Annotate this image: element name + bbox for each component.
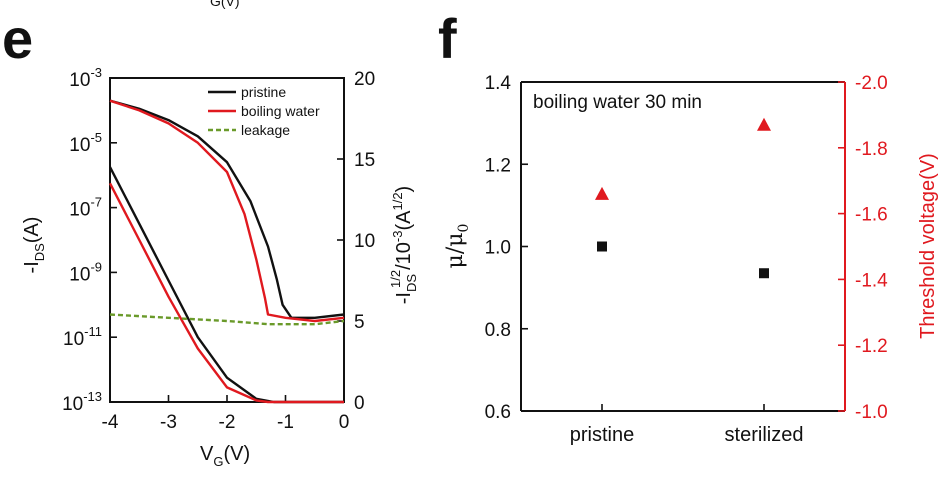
- f-y-left-tick-label: 1.4: [485, 73, 512, 94]
- panel-f-y-left-ticks: 1.4 1.2 1.0 0.8 0.6: [485, 73, 528, 423]
- f-x-tick-label: pristine: [570, 424, 634, 446]
- f-y-left-tick-label: 0.6: [485, 402, 511, 423]
- e-y-left-tick-label: 10-3: [69, 65, 102, 91]
- f-y-right-tick-label: -1.4: [855, 270, 888, 291]
- f-y-right-tick-label: -1.6: [855, 205, 888, 226]
- panel-e-x-ticks: -4 -3 -2 -1 0: [102, 395, 350, 433]
- panel-f: f boiling water 30 min pristine sterilize…: [438, 7, 939, 446]
- panel-e-y-right-ticks: 20 15 10 5 0: [337, 69, 375, 414]
- e-x-tick-label: -2: [219, 412, 236, 433]
- e-y-left-tick-label: 10-11: [63, 324, 102, 350]
- e-x-tick-label: -3: [160, 412, 177, 433]
- e-y-left-tick-label: 10-13: [62, 389, 102, 415]
- e-curve-leakage-left-log: [109, 313, 345, 326]
- e-curve-boiling-water-left-log: [109, 99, 345, 323]
- e-curve-pristine-left-log: [109, 99, 345, 319]
- f-mobility-point: [597, 241, 607, 252]
- legend-label-pristine: pristine: [241, 84, 286, 100]
- panel-e-x-label: VG(V): [200, 443, 250, 469]
- e-y-right-tick-label: 5: [354, 312, 365, 333]
- f-y-right-tick-label: -1.2: [855, 336, 888, 357]
- f-y-right-tick-label: -1.8: [855, 139, 888, 160]
- e-x-tick-label: -1: [277, 412, 294, 433]
- panel-e-letter: e: [2, 7, 33, 70]
- panel-e-curves: [108, 99, 345, 404]
- panel-e-y-left-ticks: 10-3 10-5 10-7 10-9 10-11 10-13: [62, 65, 117, 415]
- panel-f-y-left-label: μ/μ0: [443, 224, 472, 269]
- panel-f-annotation: boiling water 30 min: [533, 92, 702, 113]
- e-y-right-tick-label: 15: [354, 150, 375, 171]
- e-curve-pristine-right-sqrt: [108, 166, 344, 404]
- e-x-tick-label: -4: [102, 412, 119, 433]
- e-y-left-tick-label: 10-7: [69, 195, 102, 221]
- e-y-right-tick-label: 0: [354, 393, 365, 414]
- panel-f-letter: f: [438, 7, 457, 70]
- f-y-right-tick-label: -2.0: [855, 73, 888, 94]
- panel-f-x-ticks: pristine sterilized: [570, 404, 804, 446]
- e-curve-boiling-water-right-sqrt: [108, 182, 344, 404]
- panel-e: e G(V) -4 -3 -2 -1 0 10-310-510-710-910-1110…: [2, 0, 419, 469]
- f-y-left-tick-label: 1.0: [485, 238, 511, 259]
- e-y-left-tick-label: 10-5: [69, 130, 102, 156]
- f-threshold-point: [595, 186, 609, 200]
- legend-label-boiling-water: boiling water: [241, 103, 320, 119]
- f-y-left-tick-label: 0.8: [485, 320, 511, 341]
- f-x-tick-label: sterilized: [725, 424, 804, 446]
- panel-e-y-left-label: -IDS(A): [21, 217, 47, 274]
- e-y-right-tick-label: 10: [354, 231, 375, 252]
- f-mobility-point: [759, 268, 769, 279]
- f-y-right-tick-label: -1.0: [855, 402, 888, 423]
- panel-e-legend: pristine boiling water leakage: [208, 84, 320, 138]
- panel-f-y-right-label: Threshold voltage(V): [917, 153, 939, 339]
- e-x-tick-label: 0: [339, 412, 350, 433]
- legend-label-leakage: leakage: [241, 122, 290, 138]
- panel-f-y-right-ticks: -2.0 -1.8 -1.6 -1.4 -1.2 -1.0: [838, 73, 888, 423]
- panel-e-frame: [109, 77, 345, 403]
- e-y-left-tick-label: 10-9: [69, 259, 102, 285]
- e-y-right-tick-label: 20: [354, 69, 375, 90]
- panel-e-top-cut-label: G(V): [210, 0, 240, 9]
- panel-f-points: [595, 117, 771, 279]
- panel-e-y-right-label: -IDS1/2/10-3(A1/2): [388, 186, 419, 304]
- f-threshold-point: [757, 117, 771, 131]
- f-y-left-tick-label: 1.2: [485, 155, 511, 176]
